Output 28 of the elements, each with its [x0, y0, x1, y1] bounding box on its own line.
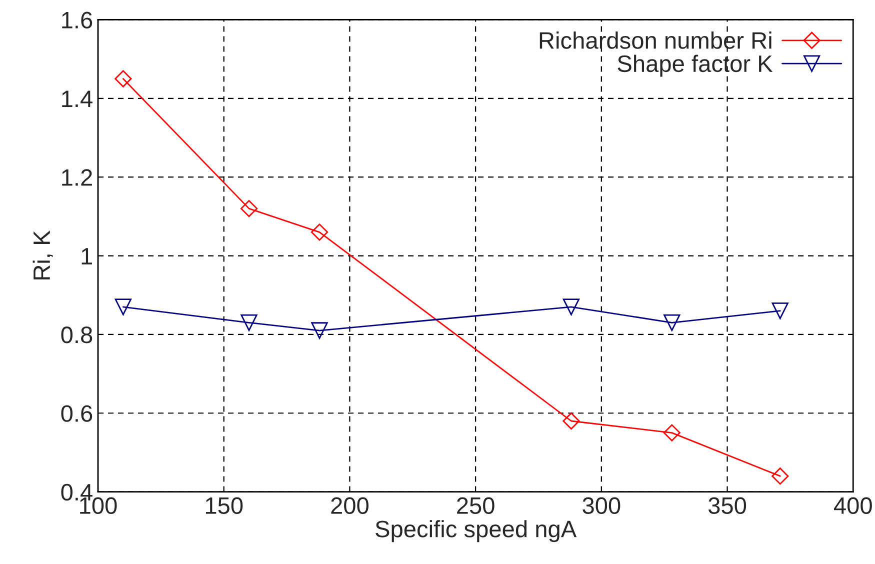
point	[114, 298, 132, 316]
legend-label: Shape factor K	[618, 54, 773, 77]
y-tick-label: 1.2	[62, 169, 92, 186]
point	[664, 314, 680, 331]
x-tick-label: 400	[834, 497, 872, 514]
x-tick-label: 300	[582, 497, 620, 514]
y-tick-label: 0.8	[61, 326, 92, 344]
x-tick-label: 350	[708, 497, 746, 514]
point	[311, 322, 328, 339]
x-tick-label: 250	[457, 497, 494, 514]
point	[663, 424, 680, 442]
y-tick-label: 1	[82, 248, 92, 264]
legend-label: Richardson number Ri	[540, 32, 772, 49]
point	[562, 298, 580, 316]
point	[310, 224, 328, 241]
y-tick-label: 1.6	[62, 12, 92, 29]
y-tick-label: 1.4	[62, 90, 92, 107]
x-tick-label: 200	[331, 497, 368, 514]
point	[240, 200, 258, 218]
x-tick-label: 150	[206, 497, 243, 514]
point	[240, 314, 258, 331]
y-axis-title: Ri, K	[32, 230, 53, 280]
point	[562, 412, 580, 430]
point	[772, 302, 788, 320]
point	[772, 468, 789, 485]
y-tick-label: 0.6	[61, 405, 92, 422]
x-axis-title: Specific speed ngA	[376, 520, 577, 542]
point	[114, 70, 132, 88]
